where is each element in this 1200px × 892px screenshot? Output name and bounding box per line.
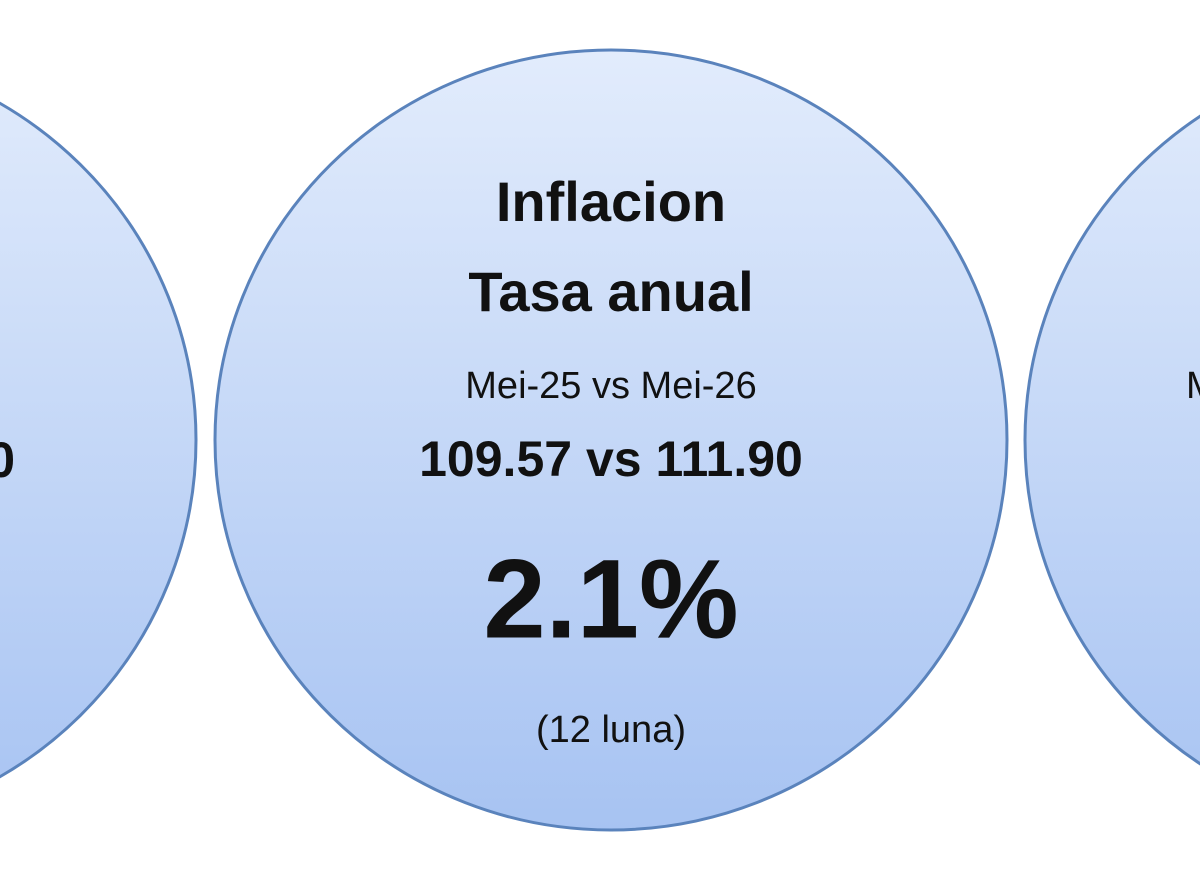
rate: 2.1% xyxy=(483,537,738,662)
left-circle xyxy=(0,101,198,779)
title-line: Inflacion xyxy=(496,170,726,233)
left-fragment: 0 xyxy=(0,432,15,488)
note: (12 luna) xyxy=(536,709,686,751)
period: Mei-25 vs Mei-26 xyxy=(465,365,756,407)
title-line: Tasa anual xyxy=(468,260,753,323)
center-circle xyxy=(213,48,1009,832)
right-circle xyxy=(1023,114,1200,766)
index-values: 109.57 vs 111.90 xyxy=(419,431,803,487)
right-fragment: M xyxy=(1186,365,1200,407)
